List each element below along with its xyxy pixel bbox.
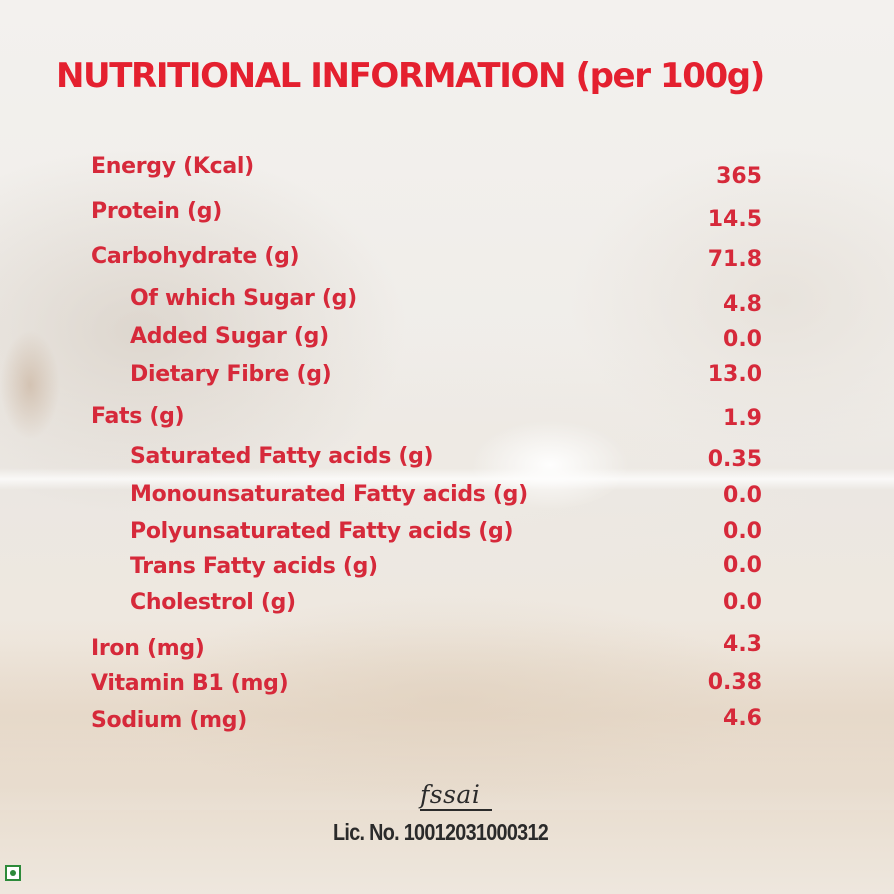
nutrient-label: Dietary Fibre (g) (130, 362, 332, 387)
nutrient-value: 0.0 (723, 483, 762, 508)
nutrient-value: 4.8 (723, 292, 762, 317)
nutrient-row: Iron (mg) 4.3 (0, 0, 894, 661)
nutrient-value: 14.5 (707, 207, 762, 232)
nutrient-value: 1.9 (723, 406, 762, 431)
nutrient-value: 4.6 (723, 706, 762, 731)
nutrient-row: Trans Fatty acids (g) 0.0 (0, 0, 894, 579)
nutrient-row: Of which Sugar (g) 4.8 (0, 0, 894, 317)
nutrient-row: Energy (Kcal) 365 (0, 0, 894, 189)
nutrient-value: 0.0 (723, 553, 762, 578)
nutrient-label: Monounsaturated Fatty acids (g) (130, 482, 528, 507)
nutrient-value: 0.0 (723, 519, 762, 544)
fssai-logo: fssai (400, 780, 504, 816)
nutrient-label: Fats (g) (91, 404, 185, 429)
fssai-logo-underline (420, 809, 492, 811)
nutrient-row: Monounsaturated Fatty acids (g) 0.0 (0, 0, 894, 508)
nutrient-label: Added Sugar (g) (130, 324, 329, 349)
nutrient-row: Sodium (mg) 4.6 (0, 0, 894, 733)
nutrient-value: 0.35 (707, 447, 762, 472)
nutrient-label: Cholestrol (g) (130, 590, 296, 615)
nutrient-value: 0.38 (707, 670, 762, 695)
nutrient-label: Trans Fatty acids (g) (130, 554, 378, 579)
nutrient-value: 0.0 (723, 327, 762, 352)
page-title: NUTRITIONAL INFORMATION (per 100g) (56, 56, 765, 96)
vegetarian-mark-icon (5, 865, 21, 881)
nutrient-value: 365 (716, 164, 762, 189)
nutrient-label: Of which Sugar (g) (130, 286, 357, 311)
nutrient-row: Carbohydrate (g) 71.8 (0, 0, 894, 272)
nutrient-row: Cholestrol (g) 0.0 (0, 0, 894, 615)
nutrient-row: Polyunsaturated Fatty acids (g) 0.0 (0, 0, 894, 544)
nutrient-value: 71.8 (707, 247, 762, 272)
nutrient-label: Energy (Kcal) (91, 154, 254, 179)
nutrient-row: Vitamin B1 (mg) 0.38 (0, 0, 894, 696)
nutrient-label: Protein (g) (91, 199, 222, 224)
nutrient-row: Protein (g) 14.5 (0, 0, 894, 232)
nutrient-label: Carbohydrate (g) (91, 244, 300, 269)
nutrient-value: 4.3 (723, 632, 762, 657)
license-number: Lic. No. 10012031000312 (333, 819, 549, 845)
fssai-logo-text: fssai (420, 780, 481, 809)
nutrient-row: Saturated Fatty acids (g) 0.35 (0, 0, 894, 472)
nutrient-label: Vitamin B1 (mg) (91, 671, 289, 696)
nutrient-label: Polyunsaturated Fatty acids (g) (130, 519, 514, 544)
nutrient-label: Iron (mg) (91, 636, 205, 661)
nutrient-row: Dietary Fibre (g) 13.0 (0, 0, 894, 387)
nutrient-value: 13.0 (707, 362, 762, 387)
vegetarian-mark-dot (10, 870, 16, 876)
nutrient-label: Sodium (mg) (91, 708, 247, 733)
nutrient-row: Fats (g) 1.9 (0, 0, 894, 431)
nutrient-row: Added Sugar (g) 0.0 (0, 0, 894, 352)
nutrient-label: Saturated Fatty acids (g) (130, 444, 434, 469)
nutrient-value: 0.0 (723, 590, 762, 615)
